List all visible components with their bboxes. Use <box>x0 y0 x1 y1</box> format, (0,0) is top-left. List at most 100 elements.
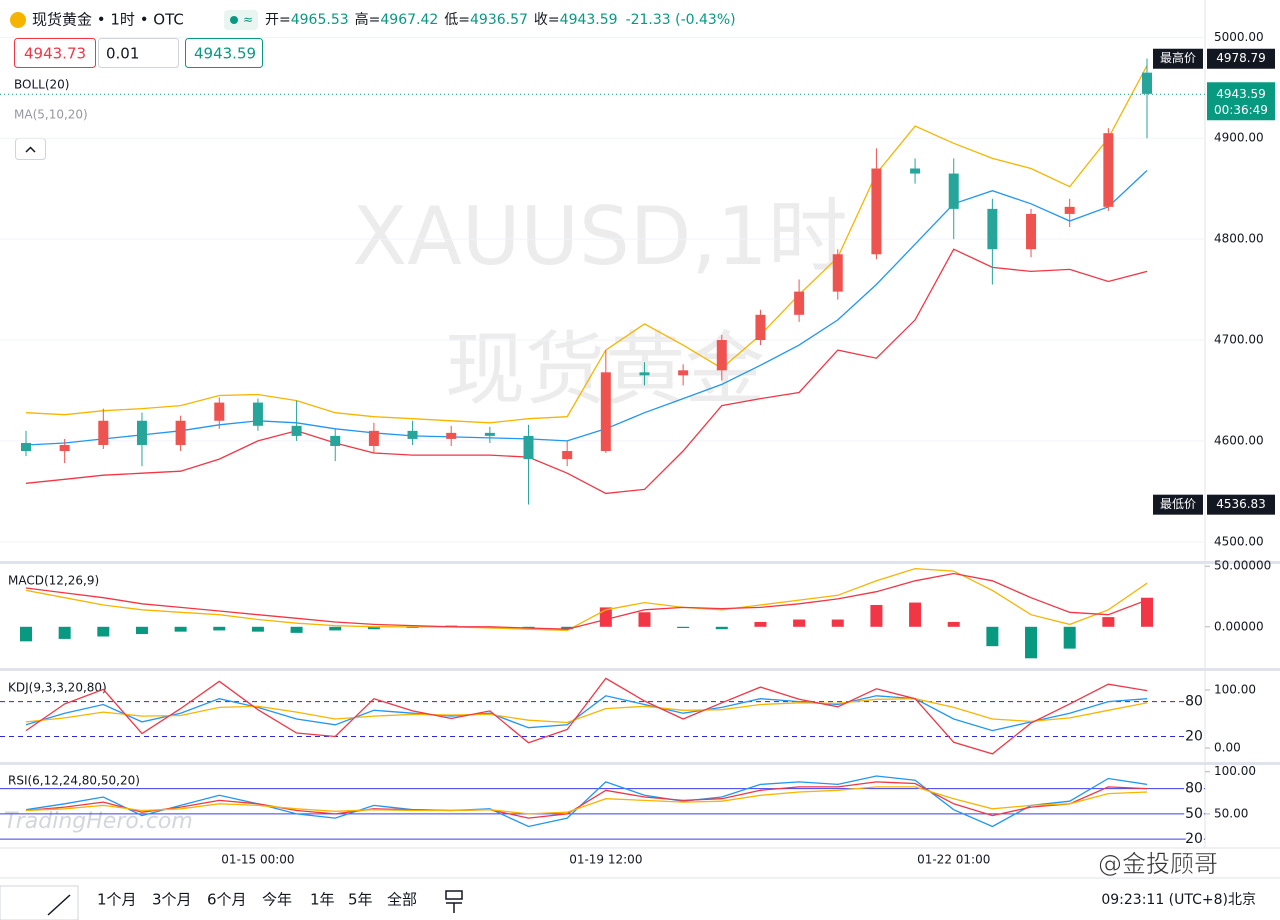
candle-body <box>252 402 263 426</box>
panel-divider <box>0 561 1280 564</box>
status-dot <box>230 16 238 24</box>
price-mark-box <box>1153 48 1203 69</box>
watermark-brand: TradingHero.com <box>4 809 193 834</box>
candle-body <box>1026 213 1037 250</box>
candle-body <box>871 168 882 255</box>
indicator-line <box>25 695 1148 732</box>
candle-body <box>1064 206 1075 214</box>
ohlc-label: 收= <box>534 12 560 28</box>
candle-body <box>987 208 998 250</box>
symbol-title[interactable]: 现货黄金 • 1时 • OTC <box>32 11 184 29</box>
candle-body <box>484 432 495 436</box>
candle-body <box>948 173 959 209</box>
ohlc-value: 4965.53 <box>291 12 349 28</box>
macd-bar <box>290 626 303 633</box>
candle-body <box>291 425 302 436</box>
macd-bar <box>329 626 342 631</box>
ohlc-value: 4943.59 <box>560 12 618 28</box>
macd-bar <box>1063 626 1076 649</box>
last-price-box <box>1207 82 1275 121</box>
candle-body <box>136 420 147 445</box>
macd-bar <box>1025 626 1038 659</box>
indicator-line <box>25 65 1148 424</box>
range-button[interactable]: 1个月 <box>97 891 137 909</box>
buy-button[interactable] <box>185 38 263 68</box>
macd-bar <box>174 626 187 632</box>
candle-body <box>832 254 843 292</box>
indicator-line <box>25 572 1148 630</box>
range-button[interactable]: 1年 <box>310 891 335 909</box>
clock: 09:23:11 (UTC+8)北京 <box>1101 892 1256 908</box>
range-button[interactable]: 今年 <box>262 891 292 909</box>
candle-body <box>794 291 805 315</box>
ohlc-value: 4967.42 <box>380 12 438 28</box>
reference-label: 80 <box>1185 694 1203 710</box>
macd-bar <box>97 626 110 637</box>
macd-bar <box>715 626 728 630</box>
panel-title: RSI(6,12,24,80,50,20) <box>8 774 140 788</box>
panel-divider <box>0 668 1280 671</box>
indicator-label[interactable]: BOLL(20) <box>14 78 69 92</box>
candle-body <box>59 444 70 452</box>
price-mark-label: 最低价 <box>1160 497 1196 511</box>
macd-bar <box>20 626 32 642</box>
countdown: 00:36:49 <box>1214 103 1268 117</box>
y-tick-label: 0.00 <box>1214 741 1241 755</box>
y-tick-label: 4700.00 <box>1214 333 1264 347</box>
y-tick-label: 0.00000 <box>1214 619 1264 633</box>
ohlc-value: 4936.57 <box>470 12 528 28</box>
macd-bar <box>831 619 844 627</box>
macd-bar <box>986 626 999 647</box>
range-button[interactable]: 5年 <box>348 891 373 909</box>
macd-bar <box>1141 597 1153 627</box>
range-button[interactable]: 3个月 <box>152 891 192 909</box>
compare-icon[interactable] <box>445 890 463 913</box>
panel-title: MACD(12,26,9) <box>8 574 99 588</box>
reference-label: 20 <box>1185 728 1203 744</box>
y-tick-label: 50.00000 <box>1214 559 1271 573</box>
indicator-line <box>25 170 1148 446</box>
drawing-tool[interactable] <box>0 885 79 920</box>
sell-price: 4943.73 <box>24 45 86 63</box>
candle-body <box>910 168 921 174</box>
candle-body <box>600 372 611 452</box>
range-button[interactable]: 6个月 <box>207 891 247 909</box>
ohlc: 开=4965.53 高=4967.42 低=4936.57 收=4943.59 -21.… <box>265 11 736 28</box>
collapse-button[interactable] <box>15 138 46 160</box>
macd-bar <box>754 621 767 627</box>
price-mark-label: 最高价 <box>1160 50 1196 65</box>
y-tick-label: 5000.00 <box>1214 30 1264 44</box>
candle-body <box>523 435 534 460</box>
macd-bar <box>1102 617 1115 627</box>
x-tick-label: 01-19 12:00 <box>569 853 642 867</box>
last-price: 4943.59 <box>1216 87 1266 101</box>
price-mark-box <box>1153 494 1203 515</box>
range-button[interactable]: 全部 <box>387 891 417 909</box>
reference-label: 20 <box>1185 831 1203 847</box>
quantity: 0.01 <box>106 45 139 63</box>
indicator-line <box>25 677 1148 755</box>
y-tick-label: 4900.00 <box>1214 131 1264 145</box>
macd-bar <box>58 626 71 639</box>
y-tick-label: 4800.00 <box>1214 232 1264 246</box>
candle-body <box>1103 133 1114 207</box>
y-tick-label: 4500.00 <box>1214 534 1264 548</box>
ohlc-change: -21.33 (-0.43%) <box>626 12 736 28</box>
y-tick-label: 100.00 <box>1214 764 1256 778</box>
quantity-input[interactable] <box>98 38 179 68</box>
macd-bar <box>599 607 612 627</box>
x-tick-label: 01-22 01:00 <box>917 853 990 867</box>
macd-bar <box>638 612 651 627</box>
macd-bar <box>793 619 806 627</box>
x-tick-label: 01-15 00:00 <box>221 853 294 867</box>
y-tick-label: 4600.00 <box>1214 433 1264 447</box>
reference-label: 80 <box>1185 781 1203 797</box>
buy-price: 4943.59 <box>194 45 256 63</box>
indicator-label[interactable]: MA(5,10,20) <box>14 108 88 122</box>
sell-button[interactable] <box>14 38 96 68</box>
macd-bar <box>135 626 148 635</box>
candle-body <box>407 430 418 439</box>
status-badge <box>224 10 258 30</box>
indicator-line <box>25 248 1148 495</box>
